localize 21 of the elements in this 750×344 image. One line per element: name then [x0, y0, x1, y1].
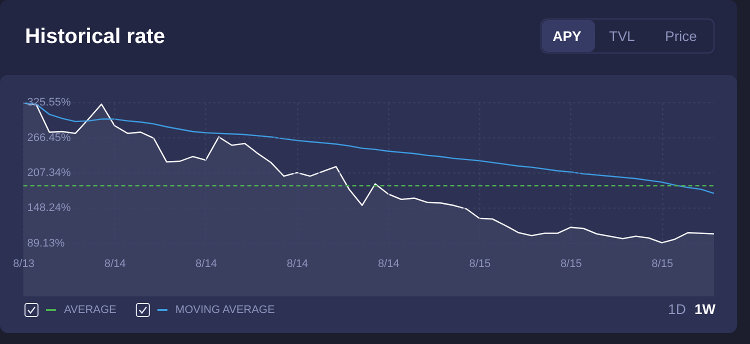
text: Price — [665, 28, 698, 44]
y-tick-label: 325.55% — [27, 96, 71, 109]
y-tick-label: 148.24% — [27, 202, 71, 214]
legend-label: AVERAGE — [64, 304, 116, 316]
text: 1D — [668, 301, 686, 317]
text: APY — [552, 28, 582, 44]
x-tick-label: 8/15 — [652, 258, 674, 270]
x-tick-label: 8/14 — [104, 258, 126, 270]
x-tick-label: 8/15 — [469, 258, 491, 270]
x-tick-label: 8/13 — [13, 258, 35, 270]
y-tick-label: 207.34% — [27, 167, 71, 179]
x-tick-label: 8/14 — [286, 258, 308, 270]
y-tick-label: 89.13% — [27, 237, 65, 250]
y-tick-label: 266.45% — [27, 132, 71, 144]
text: TVL — [609, 28, 636, 44]
chart-title: Historical rate — [25, 25, 166, 48]
text: 1W — [694, 301, 716, 317]
x-tick-label: 8/15 — [560, 258, 582, 270]
legend-label: MOVING AVERAGE — [175, 304, 275, 316]
x-tick-label: 8/14 — [196, 258, 217, 270]
x-tick-label: 8/14 — [378, 258, 400, 270]
